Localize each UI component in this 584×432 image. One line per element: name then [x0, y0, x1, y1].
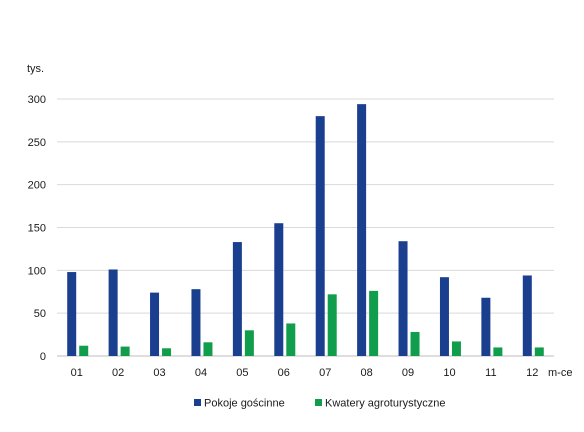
- legend-swatch-pokoje: [194, 399, 201, 406]
- legend-label-kwatery: Kwatery agroturystyczne: [325, 398, 445, 410]
- x-tick-label-09: 09: [402, 367, 414, 379]
- bar-pokoje-10: [439, 277, 449, 356]
- x-tick-label-07: 07: [319, 367, 331, 379]
- bar-pokoje-08: [357, 104, 367, 356]
- legend-swatch-kwatery: [315, 399, 322, 406]
- bar-pokoje-11: [481, 297, 491, 356]
- gridlines: [57, 98, 554, 357]
- y-tick-label-150: 150: [28, 223, 46, 235]
- y-tick-label-100: 100: [28, 265, 46, 277]
- x-axis-ticks: 01 02 03 04 05 06 07 08 09 10 11 12: [71, 367, 539, 379]
- y-tick-label-0: 0: [40, 351, 46, 363]
- bar-pokoje-07: [315, 116, 325, 356]
- bar-kwatery-12: [534, 347, 544, 356]
- bar-pokoje-09: [398, 241, 408, 356]
- bar-kwatery-05: [244, 330, 254, 356]
- bar-kwatery-09: [410, 332, 420, 356]
- bar-pokoje-03: [150, 292, 160, 356]
- x-tick-label-01: 01: [71, 367, 83, 379]
- legend: Pokoje gościnne Kwatery agroturystyczne: [194, 398, 445, 410]
- legend-label-pokoje: Pokoje gościnne: [204, 398, 285, 410]
- x-tick-label-03: 03: [153, 367, 165, 379]
- bar-kwatery-07: [327, 294, 337, 356]
- bar-kwatery-03: [162, 348, 172, 356]
- x-tick-label-02: 02: [112, 367, 124, 379]
- bar-kwatery-04: [203, 342, 213, 356]
- y-axis-unit-label: tys.: [27, 63, 44, 75]
- bar-pokoje-02: [108, 269, 118, 356]
- y-tick-label-250: 250: [28, 137, 46, 149]
- y-axis-ticks: 0 50 100 150 200 250 300: [28, 94, 46, 363]
- bar-pokoje-01: [67, 272, 77, 356]
- bar-kwatery-08: [369, 290, 379, 356]
- x-tick-label-12: 12: [526, 367, 538, 379]
- bar-pokoje-04: [191, 289, 201, 356]
- bar-pokoje-12: [522, 275, 532, 356]
- bar-kwatery-02: [120, 346, 130, 356]
- y-tick-label-300: 300: [28, 94, 46, 106]
- bars: [67, 104, 544, 356]
- x-tick-label-11: 11: [485, 367, 496, 379]
- bar-kwatery-06: [286, 323, 296, 356]
- bar-pokoje-06: [274, 223, 284, 356]
- bar-pokoje-05: [232, 242, 242, 356]
- x-axis-unit-label: m-ce: [548, 367, 572, 379]
- x-tick-label-05: 05: [236, 367, 248, 379]
- bar-kwatery-11: [493, 347, 503, 356]
- x-tick-label-10: 10: [443, 367, 455, 379]
- bar-kwatery-10: [451, 341, 461, 356]
- bar-kwatery-01: [79, 345, 89, 356]
- x-tick-label-08: 08: [361, 367, 373, 379]
- y-tick-label-50: 50: [34, 308, 46, 320]
- x-tick-label-06: 06: [278, 367, 290, 379]
- x-tick-label-04: 04: [195, 367, 207, 379]
- y-tick-label-200: 200: [28, 180, 46, 192]
